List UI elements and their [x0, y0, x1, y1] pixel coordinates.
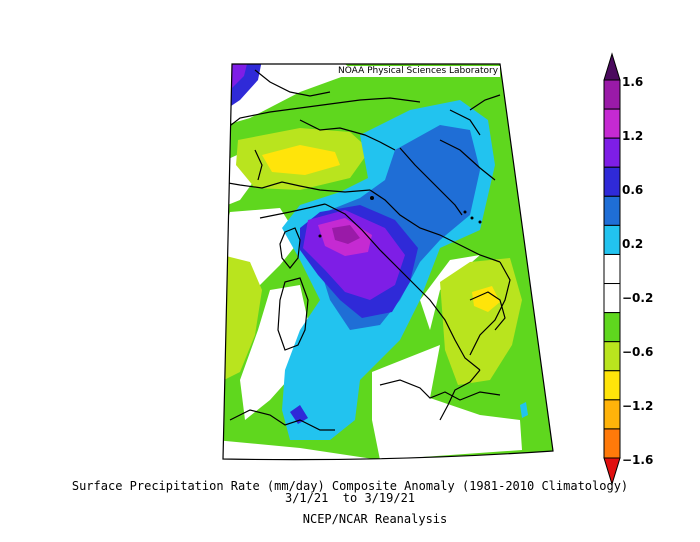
colorbar-swatch [603, 79, 621, 110]
colorbar-tick-label: −0.2 [622, 291, 654, 305]
colorbar-tick-label: 0.6 [622, 183, 644, 197]
colorbar-swatch [603, 341, 621, 372]
colorbar-tick-label: 1.2 [622, 129, 644, 143]
map-title: Surface Precipitation Rate (mm/day) Comp… [71, 479, 629, 493]
islands [318, 196, 482, 238]
colorbar-swatch [603, 137, 621, 168]
colorbar-swatch [603, 195, 621, 226]
colorbar [603, 52, 621, 486]
credit-label: NOAA Physical Sciences Laboratory [336, 66, 501, 77]
colorbar-tick-label: 0.2 [622, 237, 644, 251]
colorbar-swatch [603, 253, 621, 285]
coastlines-and-borders [223, 69, 511, 431]
anomaly-fill [223, 64, 553, 460]
data-source: NCEP/NCAR Reanalysis [302, 512, 448, 526]
colorbar-swatch [603, 399, 621, 430]
colorbar-top-arrow [603, 52, 621, 81]
date-range: 3/1/21 to 3/19/21 [284, 491, 416, 505]
colorbar-swatch [603, 166, 621, 197]
colorbar-tick-label: −1.2 [622, 399, 654, 413]
colorbar-swatch [603, 312, 621, 343]
colorbar-swatch [603, 108, 621, 139]
colorbar-swatch [603, 224, 621, 255]
colorbar-bottom-arrow [603, 457, 621, 486]
colorbar-tick-label: −1.6 [622, 453, 654, 467]
colorbar-tick-label: 1.6 [622, 75, 644, 89]
colorbar-swatch [603, 283, 621, 314]
colorbar-swatch [603, 428, 621, 459]
colorbar-swatch [603, 370, 621, 401]
colorbar-tick-label: −0.6 [622, 345, 654, 359]
map-frame [222, 63, 554, 461]
